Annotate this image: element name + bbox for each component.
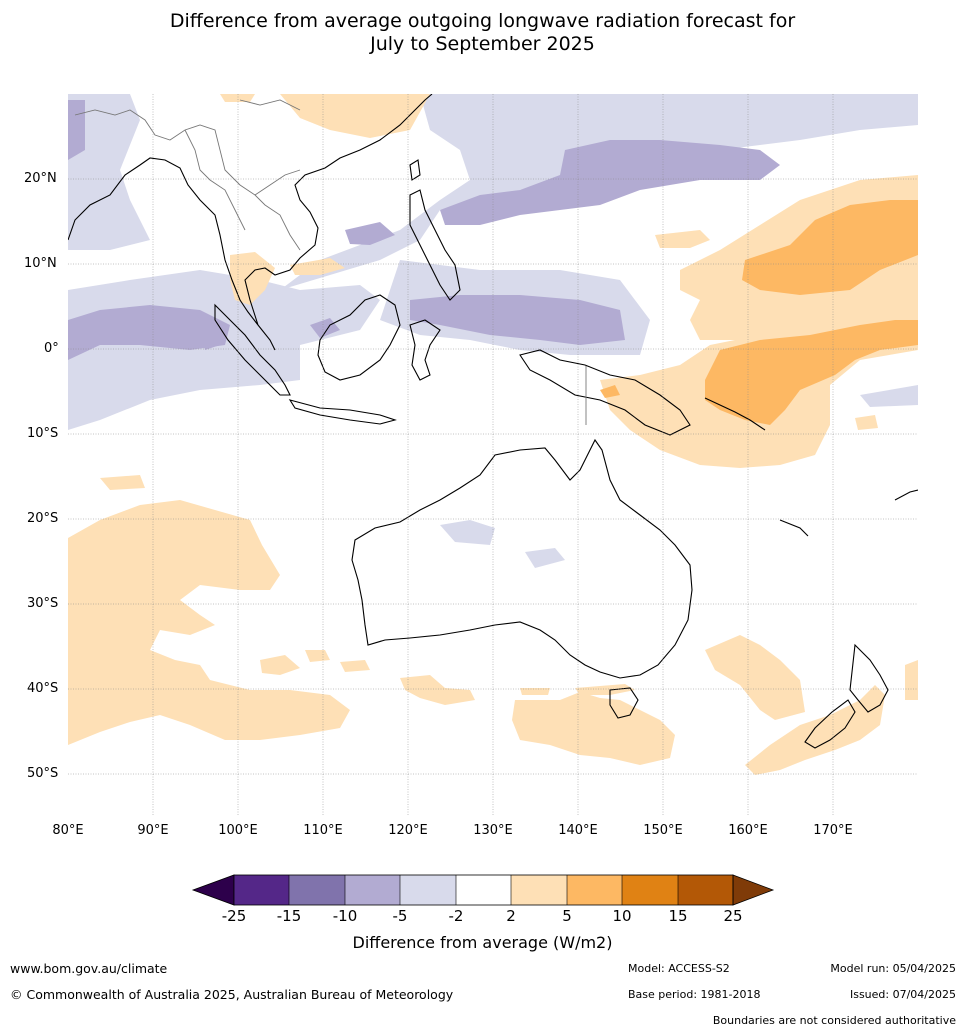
new-guinea-coast bbox=[519, 349, 691, 436]
lon-label-170e: 170°E bbox=[813, 823, 853, 838]
new-zealand-south-coast bbox=[804, 699, 856, 749]
colorbar-tick: 15 bbox=[668, 907, 688, 925]
lon-label-140e: 140°E bbox=[558, 823, 598, 838]
map-title: Difference from average outgoing longwav… bbox=[0, 10, 965, 56]
sumatra-coast bbox=[214, 303, 291, 396]
colorbar-tick: -25 bbox=[221, 907, 247, 925]
australia-coast bbox=[351, 438, 693, 679]
sulawesi-coast bbox=[409, 319, 441, 381]
colorbar-title: Difference from average (W/m2) bbox=[352, 933, 613, 952]
colorbar-bin-5 bbox=[456, 875, 511, 905]
colorbar-bin-4 bbox=[400, 875, 456, 905]
new-zealand-north-coast bbox=[849, 643, 889, 713]
country-borders bbox=[74, 99, 587, 425]
footer-model: Model: ACCESS-S2 bbox=[628, 962, 730, 975]
colorbar-tick: 5 bbox=[562, 907, 572, 925]
lat-label-10n: 10°N bbox=[24, 256, 57, 271]
borneo-coast bbox=[317, 294, 401, 381]
footer-copyright: © Commonwealth of Australia 2025, Austra… bbox=[10, 987, 454, 1002]
footer-issued: Issued: 07/04/2025 bbox=[849, 988, 956, 1001]
java-coast bbox=[288, 399, 397, 425]
colorbar-tick: -15 bbox=[276, 907, 302, 925]
colorbar bbox=[191, 874, 775, 906]
lon-label-150e: 150°E bbox=[643, 823, 683, 838]
lon-label-160e: 160°E bbox=[728, 823, 768, 838]
graticule bbox=[68, 94, 918, 816]
colorbar-tick: 25 bbox=[723, 907, 743, 925]
colorbar-bin-7 bbox=[567, 875, 622, 905]
lat-label-10s: 10°S bbox=[27, 426, 59, 441]
colorbar-tick: -5 bbox=[392, 907, 408, 925]
title-line-2: July to September 2025 bbox=[370, 33, 595, 55]
colorbar-bin-1 bbox=[234, 875, 289, 905]
lat-label-40s: 40°S bbox=[27, 681, 59, 696]
title-line-1: Difference from average outgoing longwav… bbox=[169, 10, 796, 32]
solomon-islands bbox=[704, 397, 809, 537]
colorbar-bin-6 bbox=[511, 875, 567, 905]
colorbar-tick: -2 bbox=[448, 907, 464, 925]
lat-label-20n: 20°N bbox=[24, 171, 57, 186]
lat-label-20s: 20°S bbox=[27, 511, 59, 526]
colorbar-tick: 2 bbox=[506, 907, 516, 925]
vanuatu-fiji bbox=[894, 489, 918, 501]
colorbar-bin-2 bbox=[289, 875, 345, 905]
colorbar-bin-3 bbox=[345, 875, 400, 905]
footer-disclaimer: Boundaries are not considered authoritat… bbox=[712, 1014, 956, 1027]
colorbar-extend-high bbox=[732, 874, 775, 906]
colorbar-extend-low bbox=[191, 874, 235, 906]
coastlines bbox=[68, 94, 918, 749]
colorbar-bin-8 bbox=[622, 875, 678, 905]
footer-model-run: Model run: 05/04/2025 bbox=[830, 962, 956, 975]
asia-coast bbox=[68, 94, 433, 351]
lon-label-130e: 130°E bbox=[473, 823, 513, 838]
lon-label-120e: 120°E bbox=[388, 823, 428, 838]
footer-website[interactable]: www.bom.gov.au/climate bbox=[10, 961, 168, 976]
tasmania-coast bbox=[609, 687, 639, 719]
taiwan-coast bbox=[409, 159, 421, 181]
lon-label-90e: 90°E bbox=[137, 823, 169, 838]
footer-base-period: Base period: 1981-2018 bbox=[628, 988, 761, 1001]
lon-label-80e: 80°E bbox=[52, 823, 84, 838]
lon-label-100e: 100°E bbox=[218, 823, 258, 838]
lon-label-110e: 110°E bbox=[303, 823, 343, 838]
colorbar-tick: -10 bbox=[332, 907, 358, 925]
colorbar-tick: 10 bbox=[612, 907, 632, 925]
lat-label-50s: 50°S bbox=[27, 766, 59, 781]
philippines-coast bbox=[409, 189, 461, 301]
lat-label-30s: 30°S bbox=[27, 596, 59, 611]
anomaly-medium-purple bbox=[68, 100, 780, 360]
anomaly-medium-orange bbox=[600, 200, 918, 425]
anomaly-shading bbox=[68, 94, 918, 775]
lat-label-0: 0° bbox=[44, 341, 59, 356]
colorbar-bin-9 bbox=[678, 875, 733, 905]
